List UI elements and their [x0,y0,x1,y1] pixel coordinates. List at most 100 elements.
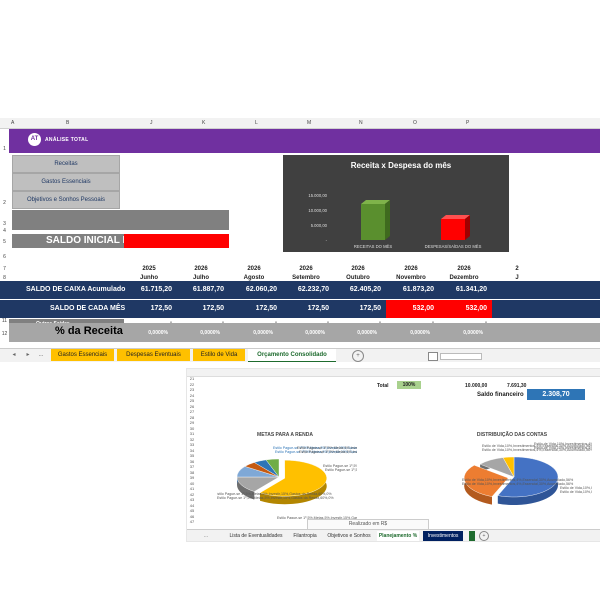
month-cell-1[interactable]: Julho [193,275,209,281]
tab-eventualidades[interactable]: Lista de Eventualidades [229,533,283,539]
row-num-32[interactable]: 32 [189,436,195,442]
saldo-acumulado-value-4[interactable]: 62.405,20 [349,286,381,293]
month-cell-5[interactable]: Novembro [396,275,426,281]
year-cell-1[interactable]: 2026 [194,266,208,272]
row-11[interactable]: 11 [1,318,8,324]
row-7[interactable]: 7 [3,266,6,272]
row-num-29[interactable]: 29 [189,420,195,425]
metas-renda-chart[interactable]: METAS PARA A RENDA Estilo Pague-se 1º,5%… [217,429,357,519]
row-num-37[interactable]: 37 [189,464,195,469]
saldo-mes-value-0[interactable]: 172,50 [150,305,172,312]
year-cell-7[interactable]: 2 [515,266,519,272]
saldo-acumulado-value-3[interactable]: 62.232,70 [297,286,329,293]
saldo-mes-value-2[interactable]: 172,50 [255,305,277,312]
row-num-26[interactable]: 26 [189,403,195,409]
row-3[interactable]: 3 [3,221,6,227]
tab-more-2[interactable]: ... [203,533,209,539]
year-cell-5[interactable]: 2026 [404,266,418,272]
row-8[interactable]: 8 [3,275,6,281]
month-cell-0[interactable]: Junho [140,275,158,281]
row-num-21[interactable]: 21 [189,376,195,381]
col-o[interactable]: O [413,120,417,126]
row-num-25[interactable]: 25 [189,398,195,403]
year-cell-6[interactable]: 2026 [457,266,471,272]
row-5[interactable]: 5 [3,239,6,245]
add-sheet-button[interactable]: + [352,350,364,362]
row-num-22[interactable]: 22 [189,381,195,387]
pie-slice[interactable] [502,456,515,478]
add-sheet-button-2[interactable]: + [479,531,489,541]
pct-value-3[interactable]: 0,0000% [305,330,325,336]
saldo-mes-value-3[interactable]: 172,50 [307,305,329,312]
pct-value-1[interactable]: 0,0000% [200,330,220,336]
row-6[interactable]: 6 [3,254,6,260]
pie-slice[interactable] [259,460,327,497]
saldo-acumulado-value-5[interactable]: 61.873,20 [402,286,434,293]
row-num-36[interactable]: 36 [189,458,195,464]
row-num-31[interactable]: 31 [189,431,195,436]
saldo-mes-value-4[interactable]: 172,50 [359,305,381,312]
row-num-40[interactable]: 40 [189,480,195,486]
col-j[interactable]: J [150,120,153,126]
year-cell-3[interactable]: 2026 [299,266,313,272]
pie-slice[interactable] [265,458,280,478]
pct-value-4[interactable]: 0,0000% [357,330,377,336]
month-cell-6[interactable]: Dezembro [449,275,479,281]
row-num-24[interactable]: 24 [189,392,195,398]
year-cell-0[interactable]: 2025 [142,266,156,272]
month-cell-2[interactable]: Agosto [243,275,265,281]
tab-objetivos-sonhos[interactable]: Objetivos e Sonhos [327,533,371,539]
tab-orcamento-consolidado[interactable]: Orçamento Consolidado [248,349,336,362]
saldo-acumulado-value-1[interactable]: 61.887,70 [192,286,224,293]
tab-next-arrow[interactable]: ▸ [26,352,30,358]
row-12[interactable]: 12 [1,331,8,337]
col-m[interactable]: M [307,120,312,126]
horizontal-scrollbar[interactable] [440,353,482,360]
row-num-27[interactable]: 27 [189,409,195,414]
col-k[interactable]: K [202,120,206,126]
tab-planejamento[interactable]: Planejamento % [377,531,419,541]
row-num-33[interactable]: 33 [189,442,195,447]
total-pct-cell[interactable]: 100% [397,381,421,389]
tab-estilo-vida[interactable]: Estilo de Vida [193,349,245,361]
saldo-inicial-value-cell[interactable] [124,234,229,248]
row-num-35[interactable]: 35 [189,453,195,458]
tab-filantropia[interactable]: Filantropia [293,533,317,539]
year-cell-4[interactable]: 2026 [351,266,365,272]
pct-value-5[interactable]: 0,0000% [410,330,430,336]
row-num-43[interactable]: 43 [189,497,195,502]
saldo-mes-value-6[interactable]: 532,00 [465,305,487,312]
col-b[interactable]: B [66,120,70,126]
col-a[interactable]: A [11,120,15,126]
pie-slice[interactable] [463,465,509,497]
tab-extra[interactable] [469,531,475,541]
row-num-47[interactable]: 47 [189,519,195,524]
receita-despesa-chart[interactable]: Receita x Despesa do mês 15.000,00 10.000… [283,155,509,252]
saldo-financeiro-value[interactable]: 2.308,70 [527,389,585,400]
col-n[interactable]: N [359,120,363,126]
row-num-41[interactable]: 41 [189,486,195,491]
pct-value-0[interactable]: 0,0000% [148,330,168,336]
row-4[interactable]: 4 [3,228,6,234]
row-num-42[interactable]: 42 [189,491,195,497]
month-cell-7[interactable]: J [515,275,519,281]
row-num-45[interactable]: 45 [189,508,195,513]
receitas-button[interactable]: Receitas [12,155,120,173]
saldo-acumulado-value-6[interactable]: 61.341,20 [455,286,487,293]
tab-gastos-essenciais[interactable]: Gastos Essenciais [51,349,114,361]
row-num-28[interactable]: 28 [189,414,195,420]
saldo-acumulado-value-2[interactable]: 62.060,20 [245,286,277,293]
col-p[interactable]: P [466,120,470,126]
row-num-34[interactable]: 34 [189,447,195,453]
saldo-inicial-cell[interactable] [12,234,124,248]
distribuicao-contas-chart[interactable]: DISTRIBUIÇÃO DAS CONTAS Estilo de Vida,1… [442,429,592,519]
gastos-essenciais-button[interactable]: Gastos Essenciais [12,173,120,191]
tab-investimentos[interactable]: Investimentos [423,531,463,541]
pct-value-6[interactable]: 0,0000% [463,330,483,336]
month-cell-3[interactable]: Setembro [292,275,320,281]
saldo-mes-value-5[interactable]: 532,00 [412,305,434,312]
saldo-mes-value-1[interactable]: 172,50 [202,305,224,312]
tab-more[interactable]: ... [38,352,44,358]
pie-slice[interactable] [497,456,559,498]
row-num-30[interactable]: 30 [189,425,195,431]
